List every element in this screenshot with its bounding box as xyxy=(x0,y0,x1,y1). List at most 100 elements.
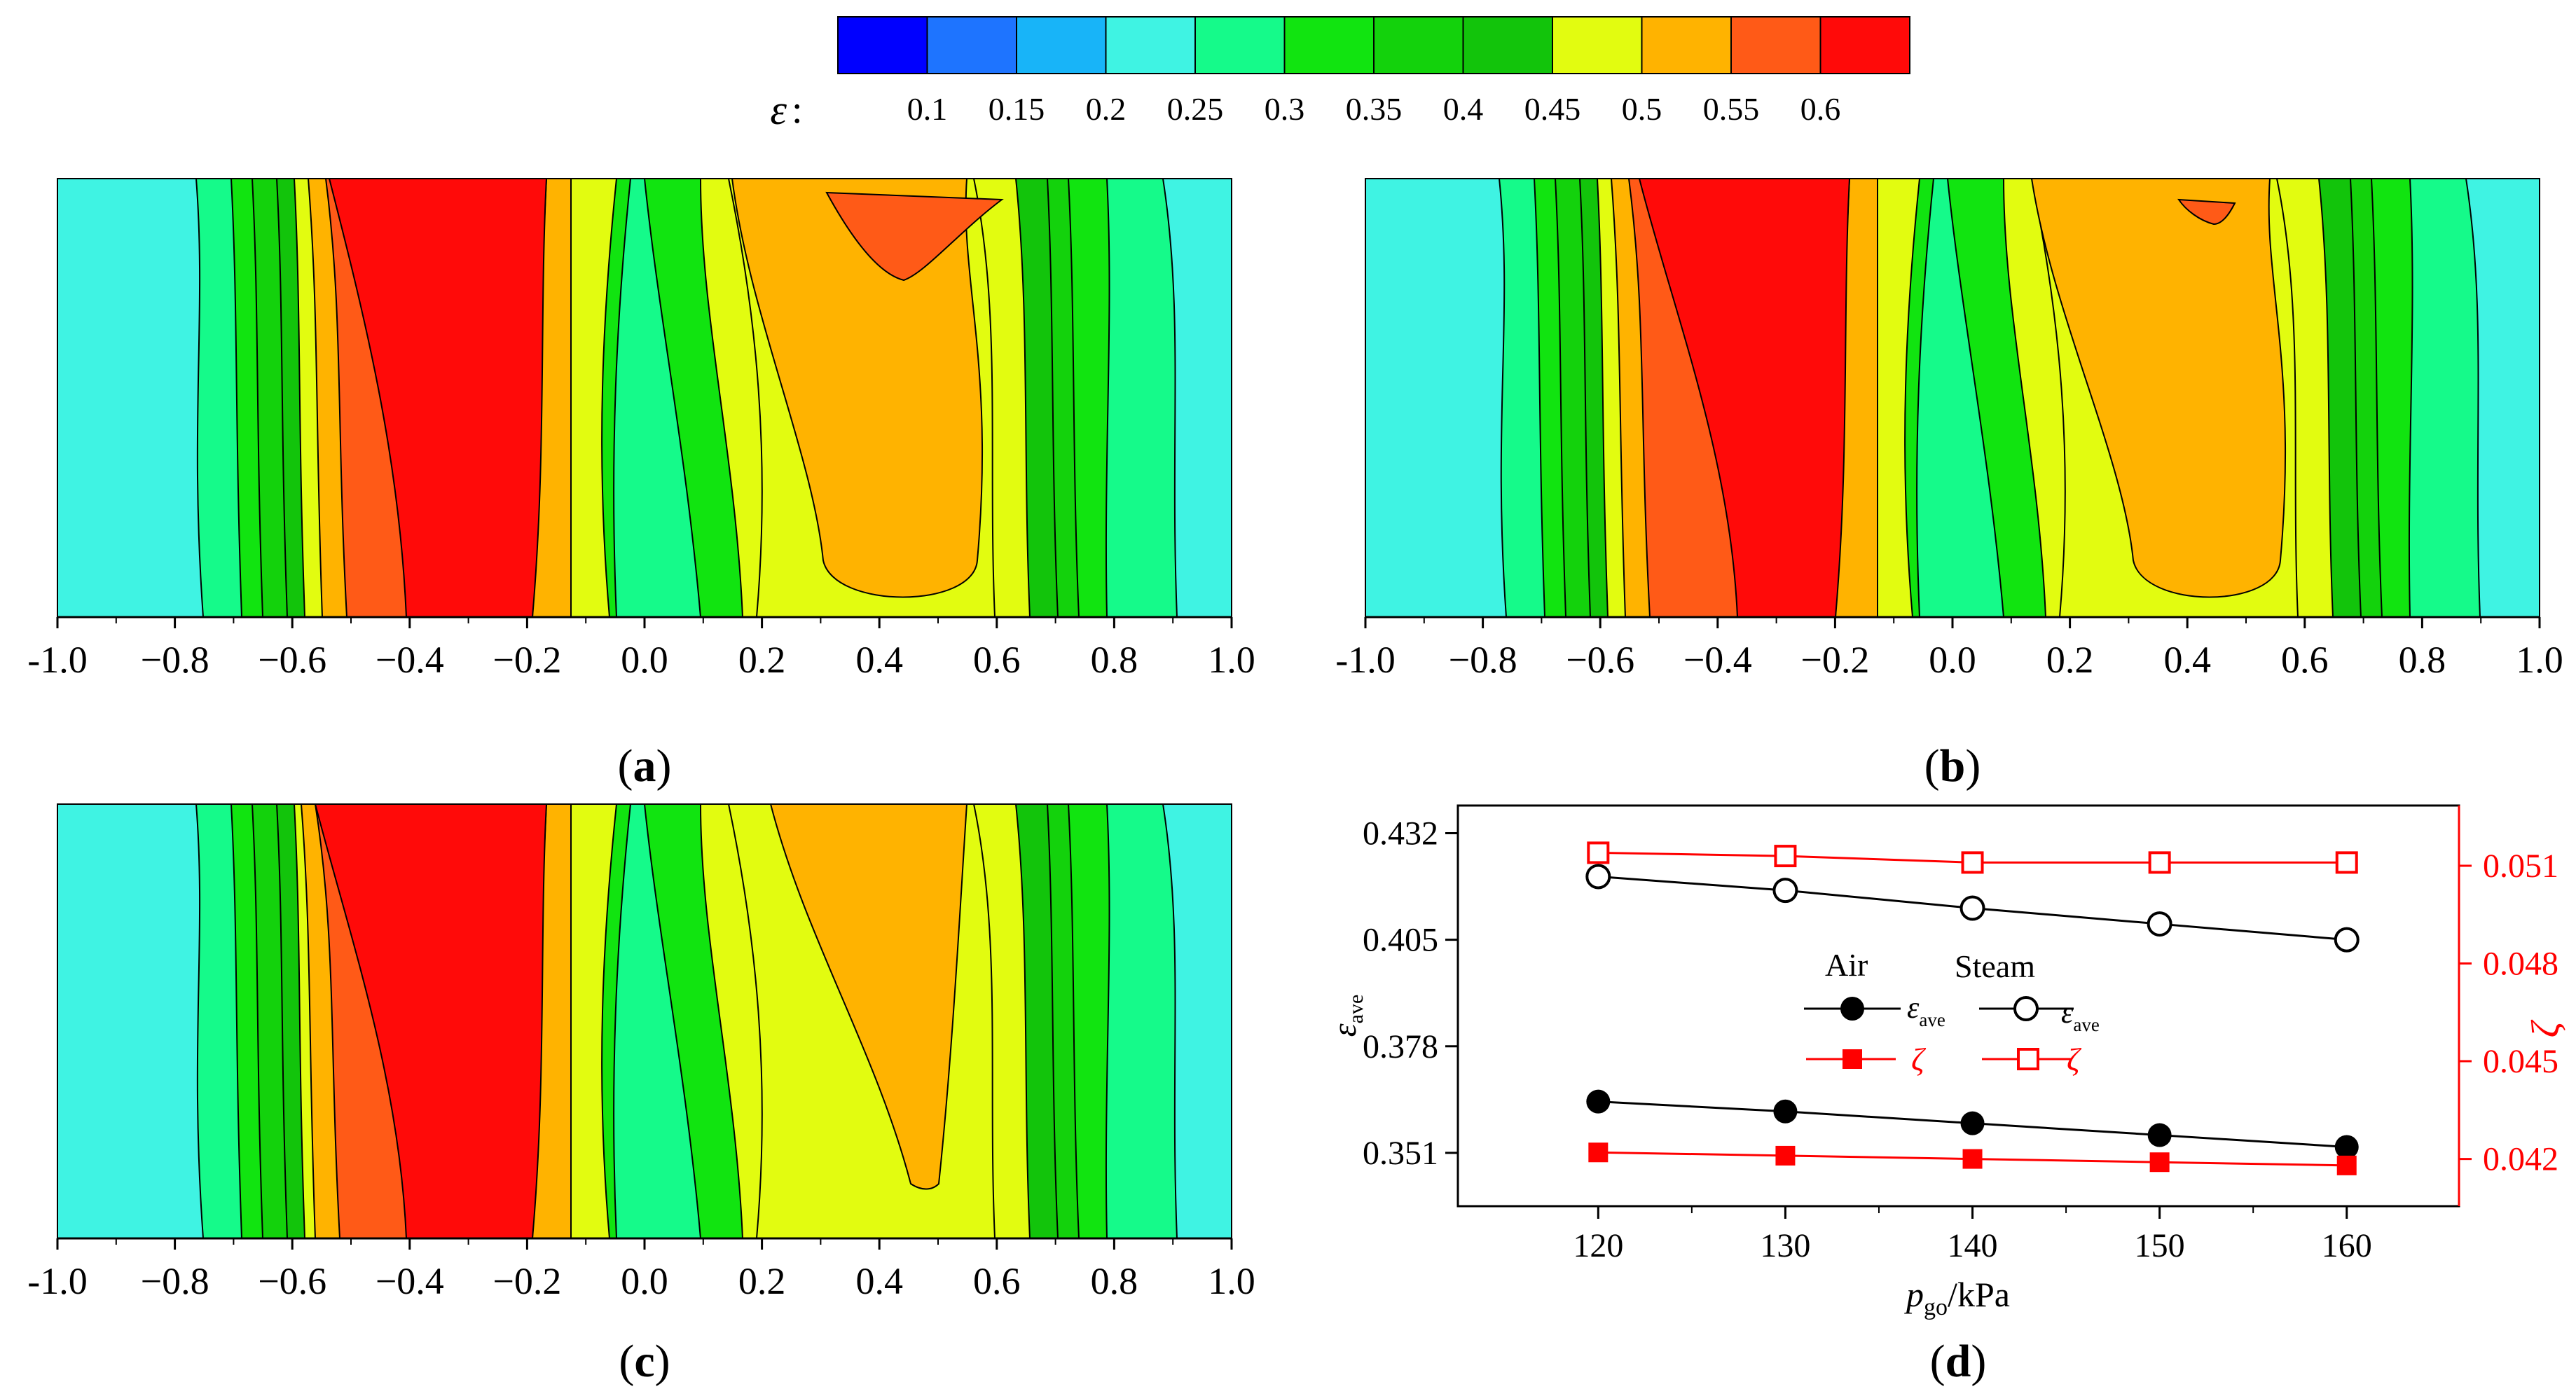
x-tick-label: 0.6 xyxy=(973,1260,1021,1302)
x-tick-label: -1.0 xyxy=(1335,639,1395,681)
colorbar-swatch xyxy=(1016,16,1107,74)
legend: Air Steam εave εave ζ ζ xyxy=(1804,947,2100,1077)
colorbar-tick-label: 0.4 xyxy=(1443,91,1484,127)
x-tick-label: 150 xyxy=(2135,1227,2185,1264)
panel-label-b: (b) xyxy=(1924,740,1981,792)
data-point xyxy=(2335,851,2358,874)
data-point xyxy=(2336,1155,2357,1175)
colorbar-symbol: ε xyxy=(770,87,787,133)
x-tick-label: −0.6 xyxy=(1566,639,1634,681)
x-tick-label: 0.8 xyxy=(1091,1260,1138,1302)
x-axis-ticks: -1.0 −0.8 −0.6 −0.4 −0.2 0.0 0.2 0.4 0.6 0.8 1.0 xyxy=(27,1238,1255,1302)
colorbar-swatch xyxy=(1552,16,1643,74)
x-tick-label: 0.4 xyxy=(855,1260,903,1302)
x-tick-label: -1.0 xyxy=(27,639,87,681)
data-point xyxy=(1586,1089,1611,1114)
data-point xyxy=(2148,851,2171,874)
panel-a: -1.0 −0.8 −0.6 −0.4 −0.2 0.0 0.2 0.4 0.6 0.8 1.0 (… xyxy=(27,178,1255,792)
contour-plot-a xyxy=(57,179,1232,617)
colorbar-swatch xyxy=(1730,16,1821,74)
series-markers xyxy=(1585,841,2360,1175)
data-point xyxy=(1585,864,1611,890)
panel-d: 120 130 140 150 160 0.351 0.378 0.405 0.432 0.042… xyxy=(1326,804,2568,1387)
x-tick-label: −0.2 xyxy=(493,639,561,681)
panel-label-d: (d) xyxy=(1930,1336,1987,1387)
legend-label-steam-eps: εave xyxy=(2061,995,2100,1035)
data-point xyxy=(2149,1152,2170,1173)
colorbar-swatch xyxy=(926,16,1017,74)
colorbar-tick-label: 0.2 xyxy=(1086,91,1127,127)
panel-b: -1.0 −0.8 −0.6 −0.4 −0.2 0.0 0.2 0.4 0.6 0.8 1.0 (… xyxy=(1335,178,2563,792)
contour-right-orange xyxy=(769,804,968,1190)
x-tick-label: 130 xyxy=(1760,1227,1810,1264)
y2-tick-label: 0.048 xyxy=(2483,946,2558,983)
data-point xyxy=(2147,911,2172,937)
contour-core-left xyxy=(328,179,548,617)
data-point xyxy=(2147,1123,2172,1147)
contour-center-teal xyxy=(613,179,702,617)
colorbar: ε : 0.1 0.15 0.2 0.25 0.3 0.35 0.4 0.45 0.5 0.55 0… xyxy=(770,16,1910,133)
x-tick-label: 0.2 xyxy=(2046,639,2094,681)
x-axis-title: pgo/kPa xyxy=(1904,1275,2010,1320)
colorbar-tick-label: 0.15 xyxy=(989,91,1045,127)
x-tick-label: 0.2 xyxy=(738,1260,786,1302)
legend-marker-steam-zeta xyxy=(2017,1048,2039,1070)
colorbar-tick-labels: 0.1 0.15 0.2 0.25 0.3 0.35 0.4 0.45 0.5 0.55 0.6 xyxy=(907,91,1841,127)
colorbar-swatch xyxy=(837,16,928,74)
x-tick-label: 1.0 xyxy=(2516,639,2563,681)
x-tick-label: -1.0 xyxy=(27,1260,87,1302)
x-tick-label: 0.2 xyxy=(738,639,786,681)
axis-ticks: 120 130 140 150 160 0.351 0.378 0.405 0.432 0.042… xyxy=(1363,815,2558,1264)
legend-marker-steam-eps xyxy=(2013,996,2039,1021)
x-tick-label: −0.4 xyxy=(376,1260,444,1302)
data-point xyxy=(1588,1142,1609,1163)
y2-tick-label: 0.042 xyxy=(2483,1141,2558,1178)
x-tick-label: 0.4 xyxy=(855,639,903,681)
y2-tick-label: 0.045 xyxy=(2483,1043,2558,1080)
x-tick-label: −0.6 xyxy=(258,639,326,681)
colorbar-swatch xyxy=(1641,16,1732,74)
contour-right-orange xyxy=(731,179,984,598)
colorbar-swatch xyxy=(1283,16,1375,74)
legend-marker-air-eps xyxy=(1840,997,1864,1021)
colorbar-swatch xyxy=(1819,16,1910,74)
y2-tick-label: 0.051 xyxy=(2483,848,2558,885)
contour-core-left xyxy=(314,804,548,1238)
x-tick-label: −0.4 xyxy=(1683,639,1752,681)
colorbar-swatches xyxy=(837,16,1910,74)
colorbar-swatch xyxy=(1373,16,1464,74)
contour-plot-c xyxy=(57,804,1232,1238)
x-tick-label: 0.4 xyxy=(2163,639,2211,681)
contour-right-orange xyxy=(2030,179,2287,598)
data-point xyxy=(1960,1111,1985,1135)
y-tick-label: 0.432 xyxy=(1363,815,1438,852)
chart-frame xyxy=(1456,804,2460,1208)
x-axis-ticks: -1.0 −0.8 −0.6 −0.4 −0.2 0.0 0.2 0.4 0.6 0.8 1.0 xyxy=(27,617,1255,681)
y-tick-label: 0.351 xyxy=(1363,1135,1438,1172)
x-tick-label: 0.8 xyxy=(2399,639,2446,681)
y-tick-label: 0.405 xyxy=(1363,922,1438,959)
x-tick-label: 0.8 xyxy=(1091,639,1138,681)
colorbar-swatch xyxy=(1105,16,1196,74)
legend-label-air-zeta: ζ xyxy=(1911,1042,1927,1077)
y-axis-title: εave xyxy=(1326,995,1368,1037)
x-tick-label: −0.2 xyxy=(1800,639,1869,681)
colorbar-tick-label: 0.25 xyxy=(1167,91,1224,127)
x-tick-label: −0.8 xyxy=(141,639,209,681)
panel-label-c: (c) xyxy=(619,1336,670,1387)
colorbar-swatch xyxy=(1194,16,1286,74)
panel-label-a: (a) xyxy=(618,740,672,792)
contour-right-peak xyxy=(825,191,1004,282)
panel-c: -1.0 −0.8 −0.6 −0.4 −0.2 0.0 0.2 0.4 0.6 0.8 1.0 (… xyxy=(27,803,1255,1387)
x-tick-label: 160 xyxy=(2322,1227,2372,1264)
colorbar-tick-label: 0.35 xyxy=(1346,91,1403,127)
x-tick-label: 120 xyxy=(1573,1227,1623,1264)
x-tick-label: 0.0 xyxy=(621,639,668,681)
legend-heading-steam: Steam xyxy=(1955,948,2035,984)
x-tick-label: 0.6 xyxy=(2281,639,2329,681)
colorbar-swatch xyxy=(1462,16,1553,74)
colorbar-colon: : xyxy=(792,88,803,132)
y2-axis-title: ζ xyxy=(2524,1019,2568,1037)
x-tick-label: 1.0 xyxy=(1208,1260,1255,1302)
